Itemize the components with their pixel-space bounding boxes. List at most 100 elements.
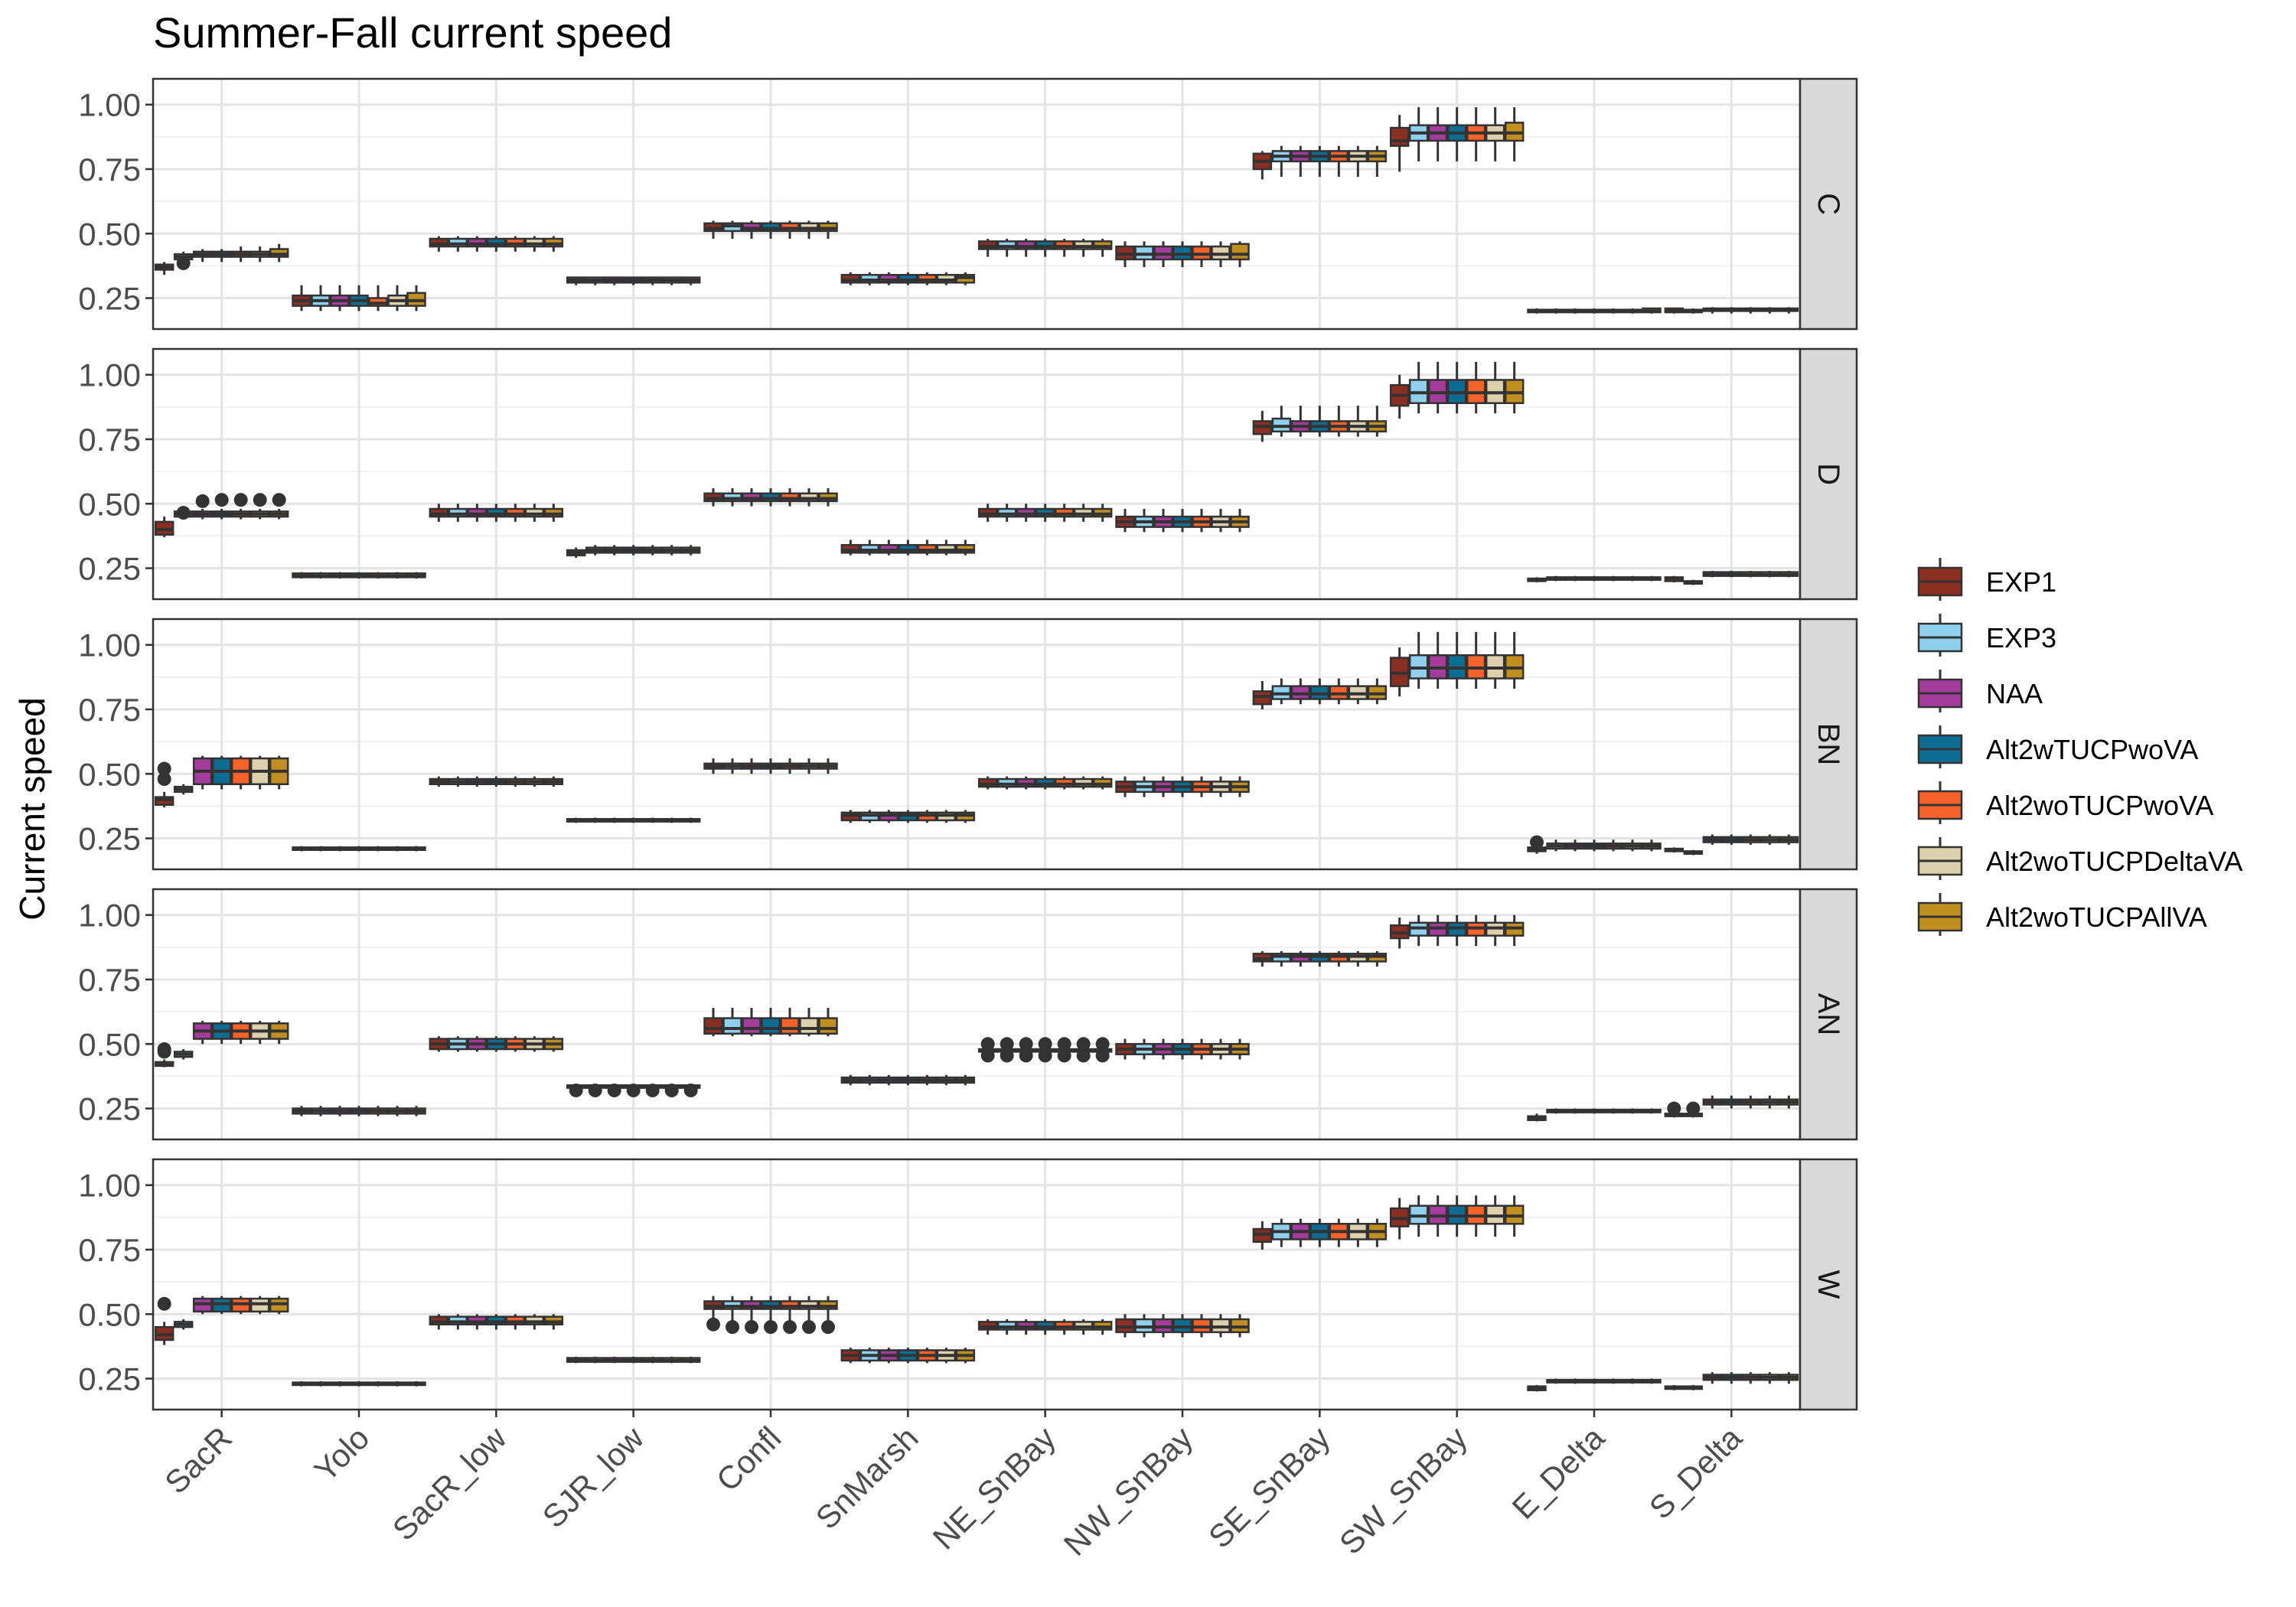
outlier-point [588,1083,602,1097]
box-SacR-EXP3 [173,1049,194,1060]
box-SacR_low-Alt2wTUCPwoVA [486,504,507,522]
box-SE_SnBay-NAA [1290,950,1311,967]
box-E_Delta-Alt2wTUCPwoVA [1584,1378,1604,1384]
box-SacR_low-NAA [467,236,488,252]
box-SW_SnBay-Alt2woTUCPDeltaVA [1485,361,1505,414]
box-E_Delta-NAA [1565,575,1585,582]
y-tick-label: 0.50 [78,1296,141,1332]
box-Yolo-Alt2wTUCPwoVA [349,572,369,579]
box-NW_SnBay-Alt2woTUCPwoVA [1192,1038,1212,1060]
box-NW_SnBay-Alt2woTUCPwoVA [1192,776,1212,797]
box-Confl-EXP3 [722,488,742,507]
box-S_Delta-Alt2woTUCPwoVA [1740,834,1761,845]
outlier-point [1686,1101,1701,1116]
box-Yolo-Alt2woTUCPwoVA [368,846,388,852]
box-SacR-Alt2woTUCPwoVA [230,755,251,790]
box-SnMarsh-Alt2woTUCPwoVA [917,539,938,556]
box-SW_SnBay-EXP1 [1389,918,1410,949]
box-SW_SnBay-NAA [1427,631,1448,689]
outlier-point [607,1083,621,1097]
box-SW_SnBay-Alt2woTUCPAllVA [1504,107,1525,161]
box-S_Delta-EXP3 [1683,579,1704,585]
box-SE_SnBay-Alt2woTUCPAllVA [1367,950,1388,967]
box-Yolo-Alt2woTUCPAllVA [406,572,426,579]
y-tick-label: 0.50 [78,1026,141,1062]
box-E_Delta-Alt2woTUCPAllVA [1642,1378,1662,1384]
box-NW_SnBay-Alt2wTUCPwoVA [1172,776,1192,797]
box-E_Delta-EXP3 [1546,575,1566,582]
box-SW_SnBay-Alt2wTUCPwoVA [1446,914,1467,947]
box-NE_SnBay-NAA [1016,1319,1036,1335]
box-SW_SnBay-Alt2woTUCPwoVA [1466,914,1486,947]
box-SnMarsh-Alt2woTUCPAllVA [955,272,976,285]
box-NE_SnBay-Alt2wTUCPwoVA [1035,776,1055,790]
box-S_Delta-Alt2woTUCPDeltaVA [1760,307,1780,314]
box-Confl-NAA [742,488,762,507]
box-E_Delta-EXP3 [1546,308,1566,314]
box-SW_SnBay-EXP3 [1408,914,1429,947]
box-SJR_low-Alt2woTUCPDeltaVA [661,545,682,556]
box-SE_SnBay-Alt2wTUCPwoVA [1309,950,1330,967]
box-Confl-Alt2woTUCPwoVA [780,220,800,240]
box-E_Delta-NAA [1565,308,1585,314]
panel-BN: 0.25 0.50 0.75 1.00 BN [78,618,1858,871]
box-NE_SnBay-Alt2woTUCPDeltaVA [1073,504,1094,522]
legend-item-NAA: NAA [1917,670,2043,712]
box-SacR_low-NAA [467,1036,488,1052]
box-SacR_low-Alt2wTUCPwoVA [486,776,507,787]
box-Confl-Alt2woTUCPwoVA [780,1008,800,1037]
box-SnMarsh-Alt2wTUCPwoVA [898,539,918,556]
y-axis-title: Current speed [12,697,52,921]
box-Confl-Alt2wTUCPwoVA [761,1008,781,1037]
outlier-point [1019,1037,1033,1051]
box-SacR-EXP1 [154,517,174,538]
box-E_Delta-Alt2woTUCPDeltaVA [1623,1378,1642,1384]
box-SW_SnBay-Alt2woTUCPwoVA [1466,107,1486,161]
box-NE_SnBay-Alt2woTUCPwoVA [1054,776,1075,790]
box-SE_SnBay-Alt2woTUCPwoVA [1329,950,1349,967]
box-SacR_low-NAA [467,776,488,787]
panel-W: 0.25 0.50 0.75 1.00 W [78,1158,1858,1411]
outlier-point [157,1296,171,1311]
box-SacR_low-Alt2woTUCPAllVA [543,236,564,252]
box-SnMarsh-NAA [879,1348,899,1364]
box-SJR_low-EXP1 [566,276,586,285]
outlier-point [664,1083,679,1097]
box-Yolo-EXP1 [292,285,311,311]
box-Confl-Alt2woTUCPDeltaVA [799,758,819,774]
box-SacR_low-Alt2woTUCPDeltaVA [524,776,545,787]
y-tick-label: 1.00 [78,898,141,934]
outlier-point [764,1320,778,1335]
x-tick-label: NW_SnBay [1057,1420,1200,1563]
facet-strip-label: AN [1812,993,1845,1036]
outlier-point [195,494,210,508]
outlier-point [980,1037,995,1051]
box-SnMarsh-EXP1 [840,539,861,556]
box-NW_SnBay-Alt2woTUCPwoVA [1192,241,1212,268]
x-axis: SacR Yolo SacR_low SJR_low Confl SnMarsh NE_Sn… [158,1410,1749,1563]
box-NW_SnBay-Alt2woTUCPAllVA [1230,1314,1250,1338]
box-NW_SnBay-Alt2woTUCPDeltaVA [1211,1038,1231,1060]
outlier-point [802,1320,816,1335]
box-Confl-NAA [742,758,762,774]
box-Confl-Alt2woTUCPDeltaVA [799,220,819,240]
box-SJR_low-Alt2woTUCPAllVA [680,817,701,823]
box-Confl-Alt2woTUCPAllVA [818,1008,838,1037]
box-Confl-EXP3 [722,1296,742,1322]
box-NE_SnBay-Alt2woTUCPDeltaVA [1073,1319,1094,1335]
box-body [818,1017,838,1035]
outlier-point [683,1083,698,1097]
box-SW_SnBay-NAA [1427,1195,1448,1237]
box-SJR_low-NAA [604,1356,625,1364]
box-Confl-Alt2wTUCPwoVA [761,758,781,774]
box-SacR_low-Alt2woTUCPwoVA [505,1314,526,1330]
outlier-point [1000,1037,1014,1051]
box-SJR_low-NAA [604,817,625,823]
box-SacR-Alt2woTUCPDeltaVA [249,509,270,520]
box-SJR_low-Alt2woTUCPDeltaVA [661,1356,682,1364]
box-NE_SnBay-Alt2woTUCPAllVA [1092,776,1113,790]
box-E_Delta-EXP1 [1527,1113,1547,1122]
box-Yolo-EXP3 [311,572,331,579]
outlier-point [1057,1048,1071,1063]
box-Yolo-EXP3 [311,846,331,852]
